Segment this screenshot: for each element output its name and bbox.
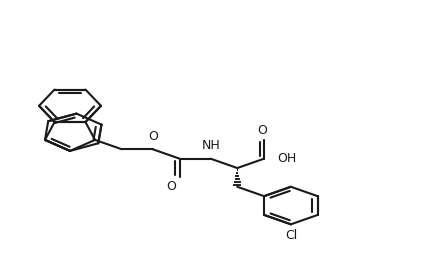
Text: Cl: Cl — [285, 229, 297, 242]
Text: O: O — [167, 180, 176, 193]
Text: O: O — [148, 129, 158, 143]
Text: O: O — [257, 124, 267, 137]
Text: NH: NH — [202, 139, 221, 152]
Text: OH: OH — [277, 152, 297, 165]
